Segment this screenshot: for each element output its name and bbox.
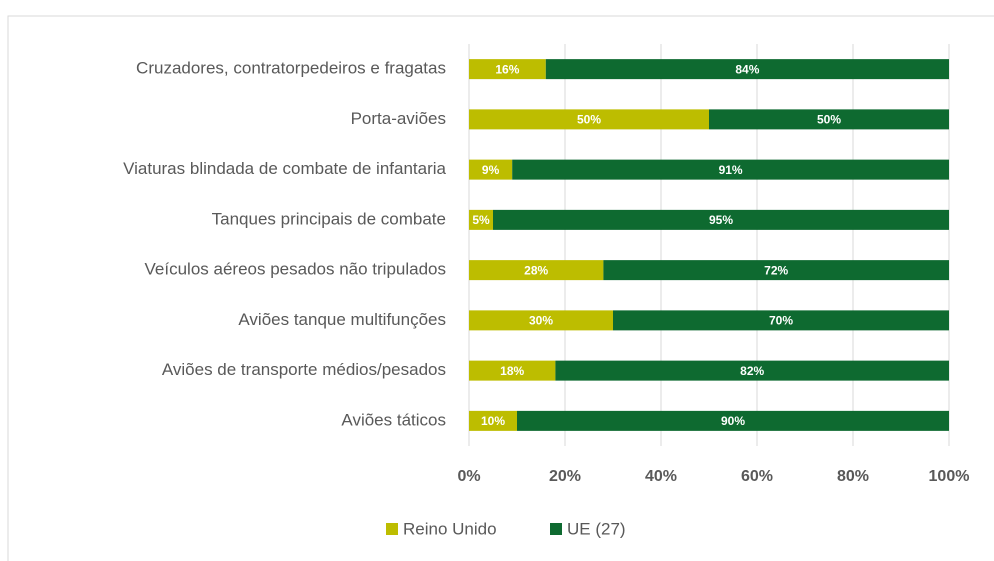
x-tick-label: 0% — [457, 468, 480, 485]
value-label: 50% — [577, 113, 601, 127]
bar-segment — [493, 209, 949, 230]
value-label: 16% — [495, 62, 519, 76]
x-tick-label: 40% — [645, 468, 677, 485]
legend-swatch — [550, 523, 562, 535]
value-label: 70% — [769, 314, 793, 328]
bar-segment — [613, 310, 949, 331]
bar-segment — [469, 260, 604, 281]
value-label: 28% — [524, 263, 548, 277]
bar-segment — [545, 59, 949, 80]
value-label: 82% — [740, 364, 764, 378]
bar-segment — [469, 209, 493, 230]
category-label: Tanques principais de combate — [212, 209, 446, 228]
x-tick-label: 80% — [837, 468, 869, 485]
legend-swatch — [386, 523, 398, 535]
bar-segment — [469, 310, 613, 331]
value-label: 91% — [719, 163, 743, 177]
value-label: 84% — [735, 62, 759, 76]
category-label: Aviões de transporte médios/pesados — [162, 360, 446, 379]
bar-segment — [512, 159, 949, 180]
value-label: 5% — [472, 213, 490, 227]
value-label: 95% — [709, 213, 733, 227]
legend-label: UE (27) — [567, 519, 626, 538]
value-label: 9% — [482, 163, 500, 177]
x-tick-label: 20% — [549, 468, 581, 485]
value-label: 72% — [764, 263, 788, 277]
category-label: Aviões táticos — [341, 410, 446, 429]
chart-border — [7, 15, 994, 561]
category-label: Cruzadores, contratorpedeiros e fragatas — [136, 59, 446, 78]
x-tick-label: 100% — [929, 468, 970, 485]
category-label: Viaturas blindada de combate de infantar… — [123, 159, 446, 178]
value-label: 90% — [721, 414, 745, 428]
value-label: 18% — [500, 364, 524, 378]
value-label: 50% — [817, 113, 841, 127]
legend-label: Reino Unido — [403, 519, 497, 538]
value-label: 10% — [481, 414, 505, 428]
bar-segment — [469, 109, 709, 130]
value-label: 30% — [529, 314, 553, 328]
bar-segment — [555, 360, 949, 381]
bar-segment — [709, 109, 949, 130]
bar-segment — [469, 410, 517, 431]
category-label: Veículos aéreos pesados não tripulados — [145, 260, 446, 279]
bar-segment — [469, 59, 546, 80]
bar-segment — [469, 360, 556, 381]
bar-segment — [517, 410, 949, 431]
x-tick-label: 60% — [741, 468, 773, 485]
category-label: Porta-aviões — [351, 109, 446, 128]
bar-segment — [603, 260, 949, 281]
bar-segment — [469, 159, 513, 180]
category-label: Aviões tanque multifunções — [238, 310, 446, 329]
